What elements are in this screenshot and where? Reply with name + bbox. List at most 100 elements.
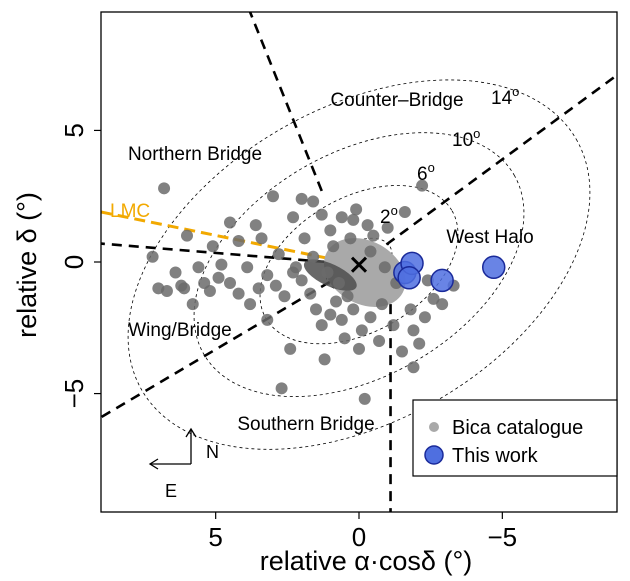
bica-point-59 <box>307 250 320 263</box>
bica-point-27 <box>387 319 400 332</box>
bica-point-61 <box>255 232 268 245</box>
bica-point-52 <box>338 332 351 345</box>
ellipse-label-14-unit: o <box>512 84 519 99</box>
bica-point-77 <box>160 284 173 297</box>
bica-point-16 <box>304 287 317 300</box>
bica-point-10 <box>252 282 265 295</box>
sector-line-3 <box>248 12 323 192</box>
x-tick-label-1: 0 <box>352 522 366 552</box>
bica-point-22 <box>341 290 354 303</box>
ellipse-label-6-unit: o <box>428 160 435 175</box>
this-work-point-3 <box>430 268 454 293</box>
bica-point-39 <box>287 211 300 224</box>
y-axis-label: relative δ (°) <box>12 192 42 338</box>
bica-point-6 <box>212 271 225 284</box>
bica-point-11 <box>261 269 274 282</box>
bica-point-2 <box>169 266 182 279</box>
bica-point-72 <box>295 192 308 205</box>
bica-point-32 <box>398 206 411 218</box>
region-label-counter-bridge: Counter–Bridge <box>330 90 463 111</box>
bica-point-20 <box>330 295 343 308</box>
compass-north-label: N <box>206 442 219 462</box>
bica-point-34 <box>367 229 380 242</box>
bica-point-15 <box>295 274 308 287</box>
bica-point-70 <box>361 219 374 232</box>
bica-point-51 <box>318 353 331 366</box>
bica-point-58 <box>327 240 340 253</box>
ellipse-label-6-value: 6 <box>417 164 428 185</box>
bica-point-48 <box>261 313 274 326</box>
compass-east-label: E <box>165 481 177 501</box>
bica-point-56 <box>407 361 420 374</box>
bica-point-64 <box>378 261 391 274</box>
bica-point-31 <box>416 179 429 192</box>
bica-point-24 <box>355 324 368 337</box>
plot-area: 5 0 −5 −5 0 5 <box>59 11 618 552</box>
compass: N E <box>148 427 219 501</box>
bica-point-69 <box>347 213 360 226</box>
bica-point-73 <box>298 232 311 245</box>
x-axis-label: relative α·cosδ (°) <box>260 546 472 576</box>
bica-point-62 <box>344 232 357 245</box>
bica-point-23 <box>347 303 360 316</box>
ellipse-label-2-unit: o <box>391 203 398 218</box>
ellipse-label-10: 10o <box>452 126 480 151</box>
bica-point-43 <box>224 216 236 229</box>
center-cross-marker <box>350 256 368 273</box>
bica-point-37 <box>324 224 337 237</box>
bica-point-36 <box>335 211 348 224</box>
bica-point-8 <box>232 287 245 300</box>
bica-point-45 <box>175 279 188 292</box>
bica-point-25 <box>364 311 377 324</box>
bica-point-35 <box>350 203 363 216</box>
ellipse-label-6: 6o <box>417 160 435 185</box>
bica-point-74 <box>241 261 254 274</box>
region-label-northern-bridge: Northern Bridge <box>128 144 262 165</box>
legend-marker-bica <box>429 422 439 432</box>
this-work-point-4 <box>481 255 506 280</box>
bica-point-66 <box>321 266 334 279</box>
bica-point-60 <box>272 248 285 261</box>
bica-point-71 <box>315 208 328 221</box>
bica-point-79 <box>353 342 365 355</box>
y-tick-label-0: −5 <box>59 379 89 409</box>
bica-point-1 <box>146 250 159 263</box>
bica-point-13 <box>278 290 291 303</box>
this-work-point-2 <box>397 266 421 290</box>
bica-point-76 <box>198 277 211 290</box>
ellipse-label-2: 2o <box>380 203 398 228</box>
ellipse-label-2-value: 2 <box>380 207 391 228</box>
region-label-west-halo: West Halo <box>446 227 533 248</box>
bica-point-29 <box>418 311 431 324</box>
legend-marker-this-work <box>424 445 444 465</box>
bica-point-17 <box>310 303 322 316</box>
legend: Bica catalogue This work <box>412 399 618 477</box>
bica-point-68 <box>289 261 302 274</box>
sector-line-4 <box>358 74 617 266</box>
region-label-wing-bridge: Wing/Bridge <box>128 320 232 341</box>
ellipse-label-10-unit: o <box>473 126 480 141</box>
bica-point-19 <box>324 308 337 321</box>
bica-point-4 <box>192 261 205 274</box>
bica-point-47 <box>186 298 199 311</box>
bica-point-78 <box>181 229 193 242</box>
region-label-southern-bridge: Southern Bridge <box>237 414 374 435</box>
bica-point-28 <box>404 303 417 316</box>
bica-point-81 <box>436 298 449 311</box>
bica-point-67 <box>332 277 345 290</box>
plot-clipped-group <box>101 12 617 512</box>
bica-point-50 <box>284 342 297 355</box>
y-tick-label-1: 0 <box>59 255 89 269</box>
bica-point-75 <box>215 258 228 271</box>
bica-point-44 <box>206 240 219 253</box>
compass-east-arrowhead <box>148 458 159 470</box>
bica-point-21 <box>335 313 348 326</box>
bica-point-9 <box>244 298 257 311</box>
compass-north-arrowhead <box>185 427 197 438</box>
bica-point-42 <box>232 234 245 247</box>
ellipse-label-10-value: 10 <box>452 130 473 151</box>
bica-point-0 <box>158 182 171 195</box>
ellipse-10-deg <box>193 132 525 397</box>
x-tick-label-2: −5 <box>488 522 518 552</box>
